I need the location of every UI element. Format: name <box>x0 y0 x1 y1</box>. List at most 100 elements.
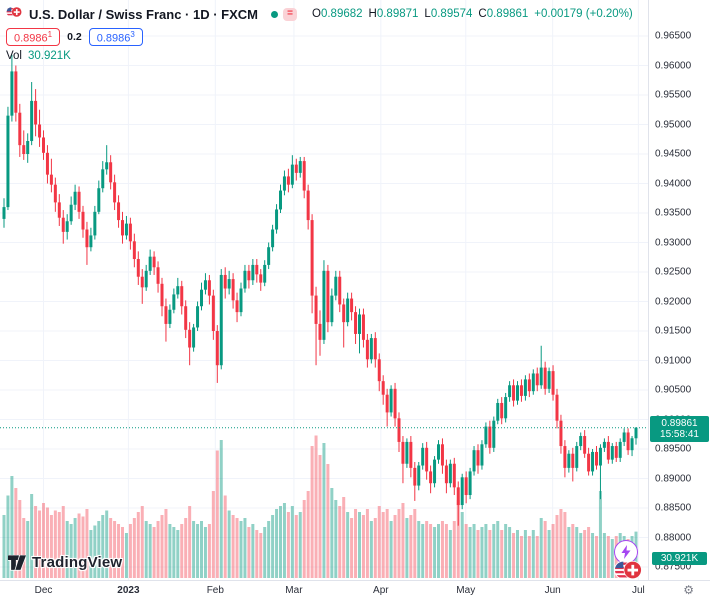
volume-bar <box>263 527 267 578</box>
volume-bar <box>330 488 334 578</box>
candle-body <box>622 432 626 442</box>
candle-body <box>200 289 203 307</box>
volume-bar <box>587 527 591 578</box>
candle-body <box>519 385 523 396</box>
volume-bar <box>227 510 231 578</box>
volume-value: 30.921K <box>28 50 71 62</box>
volume-bar <box>516 530 519 578</box>
volume-bar <box>496 521 500 578</box>
volume-bar <box>365 509 369 578</box>
data-mode-badge-icon[interactable]: = <box>283 7 297 21</box>
volume-bar <box>286 512 290 578</box>
price-tick-label: 0.90500 <box>655 384 692 396</box>
candle-body <box>389 388 393 413</box>
price-axis[interactable]: 0.96500 0.96000 0.95500 0.95000 0.94500 0.940… <box>648 0 710 580</box>
candle-body <box>456 487 460 506</box>
candle-body <box>354 312 358 334</box>
volume-bar <box>591 533 595 578</box>
symbol-title[interactable]: U.S. Dollar / Swiss Franc · 1D · FXCM <box>29 6 258 22</box>
candle-body <box>409 441 413 468</box>
instant-order-lightning-button[interactable] <box>614 540 638 564</box>
bid-price-button[interactable]: 0.89861 <box>6 27 61 47</box>
volume-bar <box>140 506 144 578</box>
volume-bar <box>184 518 188 578</box>
symbol-flags-button[interactable] <box>614 560 642 585</box>
candle-body <box>342 304 346 323</box>
candle-body <box>101 169 105 189</box>
volume-bar <box>275 509 279 578</box>
volume-bar <box>22 518 26 578</box>
candle-body <box>448 463 452 484</box>
price-tick-label: 0.96000 <box>655 60 692 71</box>
volume-bar <box>314 435 318 578</box>
volume-bar <box>425 521 429 578</box>
candle-body <box>393 388 397 419</box>
candle-body <box>38 124 42 138</box>
volume-bar <box>433 527 437 578</box>
volume-bar <box>152 527 156 578</box>
us-chf-flags-icon <box>614 560 642 580</box>
volume-bar <box>480 527 484 578</box>
volume-bar <box>334 500 338 578</box>
price-tick-label: 0.94000 <box>655 178 692 189</box>
candle-body <box>34 100 38 125</box>
volume-bar <box>267 521 271 578</box>
volume-bar <box>504 524 508 578</box>
volume-bar <box>180 524 184 578</box>
volume-bar <box>488 530 492 578</box>
candle-body <box>527 379 531 392</box>
volume-bar <box>14 488 18 578</box>
candle-body <box>476 450 480 466</box>
ask-price-button[interactable]: 0.89863 <box>88 27 143 47</box>
candle-body <box>610 446 614 460</box>
volume-bar <box>57 512 61 578</box>
market-status-dot-icon[interactable] <box>271 10 278 18</box>
candle-body <box>121 220 124 236</box>
volume-bar <box>551 524 555 578</box>
candle-body <box>231 279 235 301</box>
candle-body <box>480 444 484 466</box>
time-axis[interactable]: Dec 2023 Feb Mar Apr May Jun Jul <box>0 580 710 600</box>
volume-bar <box>42 503 45 578</box>
volume-bar <box>18 500 22 578</box>
candle-body <box>148 256 152 271</box>
volume-bar <box>310 446 314 578</box>
candle-body <box>30 100 34 142</box>
candle-body <box>302 161 306 191</box>
volume-bar <box>610 539 614 578</box>
price-tick-label: 0.91000 <box>655 355 692 366</box>
candle-body <box>310 220 314 296</box>
volume-bar <box>484 524 488 578</box>
volume-bar <box>302 500 306 578</box>
scale-settings-gear-icon[interactable]: ⚙ <box>683 583 694 597</box>
candle-body <box>318 323 322 340</box>
candle-body <box>282 176 286 191</box>
candle-body <box>196 306 200 328</box>
volume-bar <box>401 503 405 578</box>
time-tick-label: Jul <box>631 585 645 596</box>
volume-bar <box>354 509 358 578</box>
volume-bar <box>429 524 433 578</box>
candle-body <box>219 274 223 366</box>
candle-body <box>113 182 117 203</box>
volume-bar <box>350 518 354 578</box>
volume-bar <box>448 530 452 578</box>
candlestick-chart-canvas[interactable] <box>0 0 648 580</box>
candle-body <box>437 444 440 460</box>
candle-body <box>144 270 148 288</box>
candle-body <box>164 306 168 324</box>
candle-body <box>618 441 622 458</box>
volume-bar <box>259 533 263 578</box>
tradingview-logo[interactable]: TradingView <box>8 554 122 571</box>
volume-bar <box>381 512 385 578</box>
volume-bar <box>93 525 97 578</box>
candle-body <box>377 359 381 382</box>
volume-bar <box>290 506 294 578</box>
volume-bar <box>472 524 476 578</box>
candle-body <box>563 446 567 468</box>
candle-body <box>567 453 571 468</box>
candle-body <box>472 450 476 472</box>
candle-body <box>176 286 180 295</box>
candle-body <box>42 137 45 153</box>
